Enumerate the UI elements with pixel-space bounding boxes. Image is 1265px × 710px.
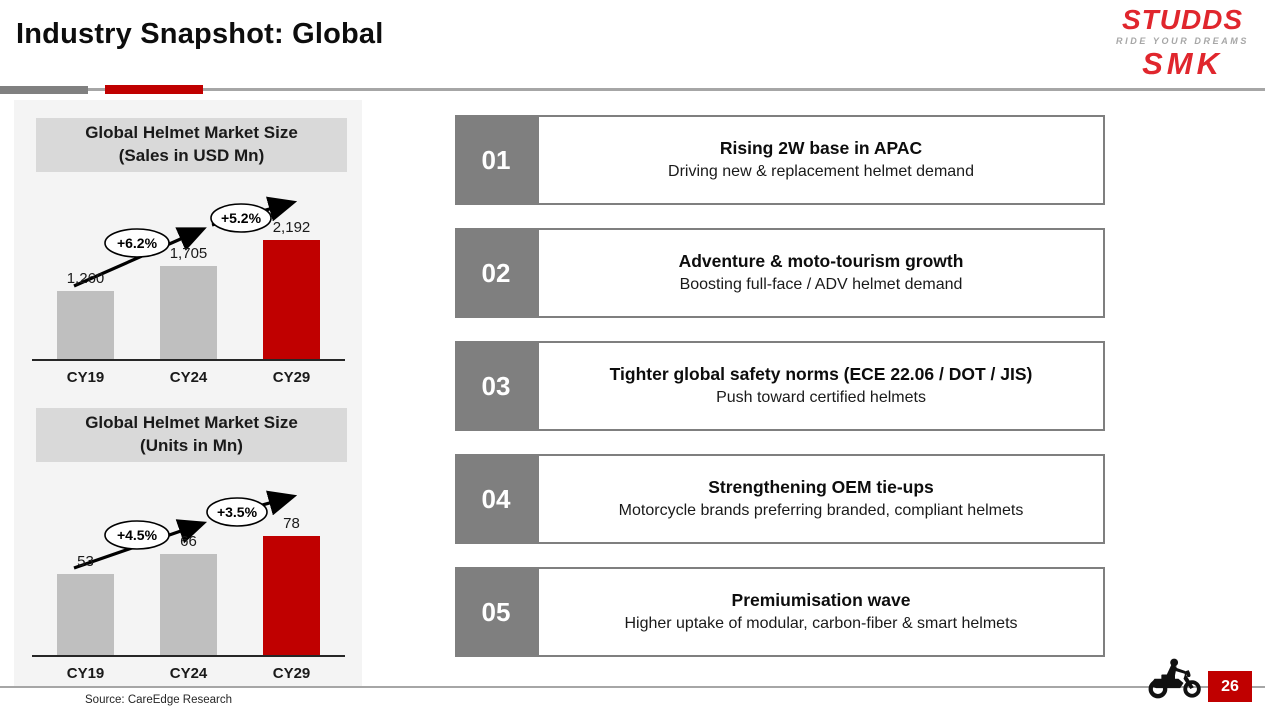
chart-sales-title: Global Helmet Market Size (Sales in USD … [36, 118, 347, 172]
bar-value-label: 2,192 [272, 219, 311, 236]
chart-title-line: (Sales in USD Mn) [118, 146, 265, 165]
driver-subtitle: Boosting full-face / ADV helmet demand [679, 276, 963, 294]
chart-panel: Global Helmet Market Size (Sales in USD … [14, 100, 362, 686]
x-tick-label: CY24 [169, 665, 208, 682]
driver-number-badge: 01 [455, 115, 537, 205]
bar-cy24 [160, 266, 217, 359]
bar-cy19 [57, 291, 114, 359]
driver-number-badge: 02 [455, 228, 537, 318]
page-number-badge: 26 [1208, 671, 1252, 702]
studds-logo-text: STUDDS [1121, 4, 1244, 35]
smk-logo-text: SMK [1142, 46, 1223, 81]
bar-value-label: 1,260 [66, 270, 105, 287]
driver-row-03: 03 Tighter global safety norms (ECE 22.0… [455, 341, 1105, 431]
driver-number-badge: 05 [455, 567, 537, 657]
source-note: Source: CareEdge Research [85, 694, 233, 706]
x-axis-line [32, 655, 345, 657]
chart-units-title: Global Helmet Market Size (Units in Mn) [36, 408, 347, 462]
chart-units-plot: +4.5% +3.5% 53 66 78 CY19 CY24 CY29 [14, 468, 362, 683]
x-tick-label: CY29 [272, 369, 311, 386]
bar-value-label: 66 [180, 533, 197, 550]
driver-title: Premiumisation wave [731, 590, 911, 611]
bar-value-label: 53 [77, 553, 94, 570]
x-axis-line [32, 359, 345, 361]
driver-row-02: 02 Adventure & moto-tourism growth Boost… [455, 228, 1105, 318]
logo-tagline: RIDE YOUR DREAMS [1116, 36, 1249, 46]
bar-cy19 [57, 574, 114, 655]
driver-title: Tighter global safety norms (ECE 22.06 /… [609, 364, 1033, 385]
header-separator [0, 85, 1265, 95]
x-tick-label: CY19 [66, 369, 105, 386]
driver-number-badge: 03 [455, 341, 537, 431]
driver-content: Strengthening OEM tie-ups Motorcycle bra… [537, 454, 1105, 544]
page-title: Industry Snapshot: Global [16, 18, 384, 50]
bar-value-label: 1,705 [169, 245, 208, 262]
separator-line [0, 88, 1265, 91]
x-tick-label: CY29 [272, 665, 311, 682]
separator-gray-segment [0, 86, 88, 94]
bar-value-label: 78 [283, 515, 300, 532]
driver-row-05: 05 Premiumisation wave Higher uptake of … [455, 567, 1105, 657]
driver-number-badge: 04 [455, 454, 537, 544]
driver-content: Premiumisation wave Higher uptake of mod… [537, 567, 1105, 657]
driver-subtitle: Driving new & replacement helmet demand [668, 163, 974, 181]
chart-title-line: Global Helmet Market Size [85, 123, 298, 143]
chart-title-line: Global Helmet Market Size [85, 413, 298, 433]
driver-subtitle: Push toward certified helmets [716, 389, 926, 407]
bar-cy29 [263, 240, 320, 359]
driver-row-04: 04 Strengthening OEM tie-ups Motorcycle … [455, 454, 1105, 544]
driver-title: Strengthening OEM tie-ups [708, 477, 934, 498]
driver-subtitle: Motorcycle brands preferring branded, co… [618, 502, 1024, 520]
separator-red-segment [105, 85, 203, 94]
chart-sales-plot: +6.2% +5.2% 1,260 1,705 2,192 CY19 CY24 … [14, 172, 362, 387]
chart-title-line: (Units in Mn) [140, 436, 243, 455]
driver-title: Adventure & moto-tourism growth [678, 251, 964, 272]
driver-row-01: 01 Rising 2W base in APAC Driving new & … [455, 115, 1105, 205]
company-logo: STUDDS RIDE YOUR DREAMS SMK [1116, 4, 1249, 81]
driver-content: Adventure & moto-tourism growth Boosting… [537, 228, 1105, 318]
footer-line [0, 686, 1265, 688]
market-drivers-list: 01 Rising 2W base in APAC Driving new & … [455, 115, 1105, 680]
driver-content: Rising 2W base in APAC Driving new & rep… [537, 115, 1105, 205]
x-tick-label: CY19 [66, 665, 105, 682]
bar-cy29 [263, 536, 320, 655]
bar-cy24 [160, 554, 217, 655]
motorcycle-icon [1148, 658, 1201, 699]
driver-title: Rising 2W base in APAC [719, 138, 923, 159]
driver-subtitle: Higher uptake of modular, carbon-fiber &… [624, 615, 1018, 633]
x-tick-label: CY24 [169, 369, 208, 386]
driver-content: Tighter global safety norms (ECE 22.06 /… [537, 341, 1105, 431]
